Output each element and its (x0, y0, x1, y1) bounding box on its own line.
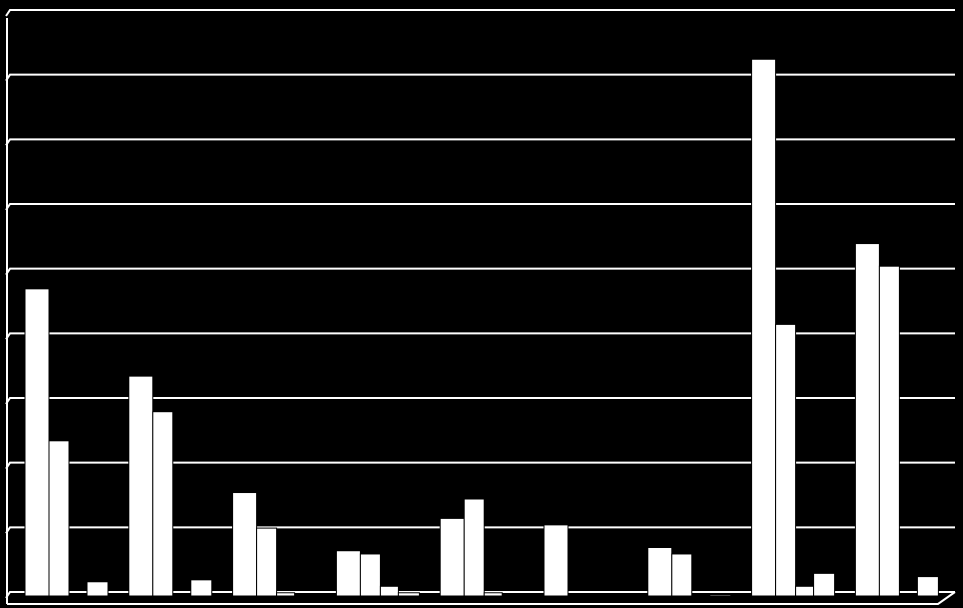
grid-line (5, 526, 955, 534)
bar (916, 576, 939, 597)
grid-line (5, 138, 955, 146)
bar (335, 550, 361, 597)
bar (359, 553, 381, 597)
grid-line (5, 73, 955, 82)
bar (463, 498, 485, 597)
bar (86, 581, 109, 597)
bar (775, 323, 797, 597)
bar (483, 592, 503, 597)
bar (543, 524, 569, 597)
bar (709, 594, 732, 597)
bar (48, 440, 70, 597)
grid-line (5, 461, 955, 470)
bar (878, 265, 900, 597)
bar (795, 585, 815, 597)
bar (647, 547, 673, 597)
bar (439, 517, 465, 597)
bar (128, 375, 154, 597)
bar (751, 58, 777, 597)
bar (190, 579, 213, 597)
bar (379, 585, 399, 597)
bar (232, 492, 258, 597)
bar (854, 243, 880, 597)
bar (397, 592, 420, 597)
grid-line (5, 591, 955, 599)
grid-line (5, 267, 955, 276)
bar (671, 553, 693, 597)
bar (24, 288, 50, 597)
bar (152, 411, 174, 597)
bar (813, 572, 836, 597)
bar (256, 527, 278, 597)
bar (276, 592, 296, 597)
grid-line (5, 9, 955, 17)
grid-line (5, 397, 955, 405)
grid-line (5, 203, 955, 211)
floor (7, 591, 956, 605)
grid-line (5, 332, 955, 340)
